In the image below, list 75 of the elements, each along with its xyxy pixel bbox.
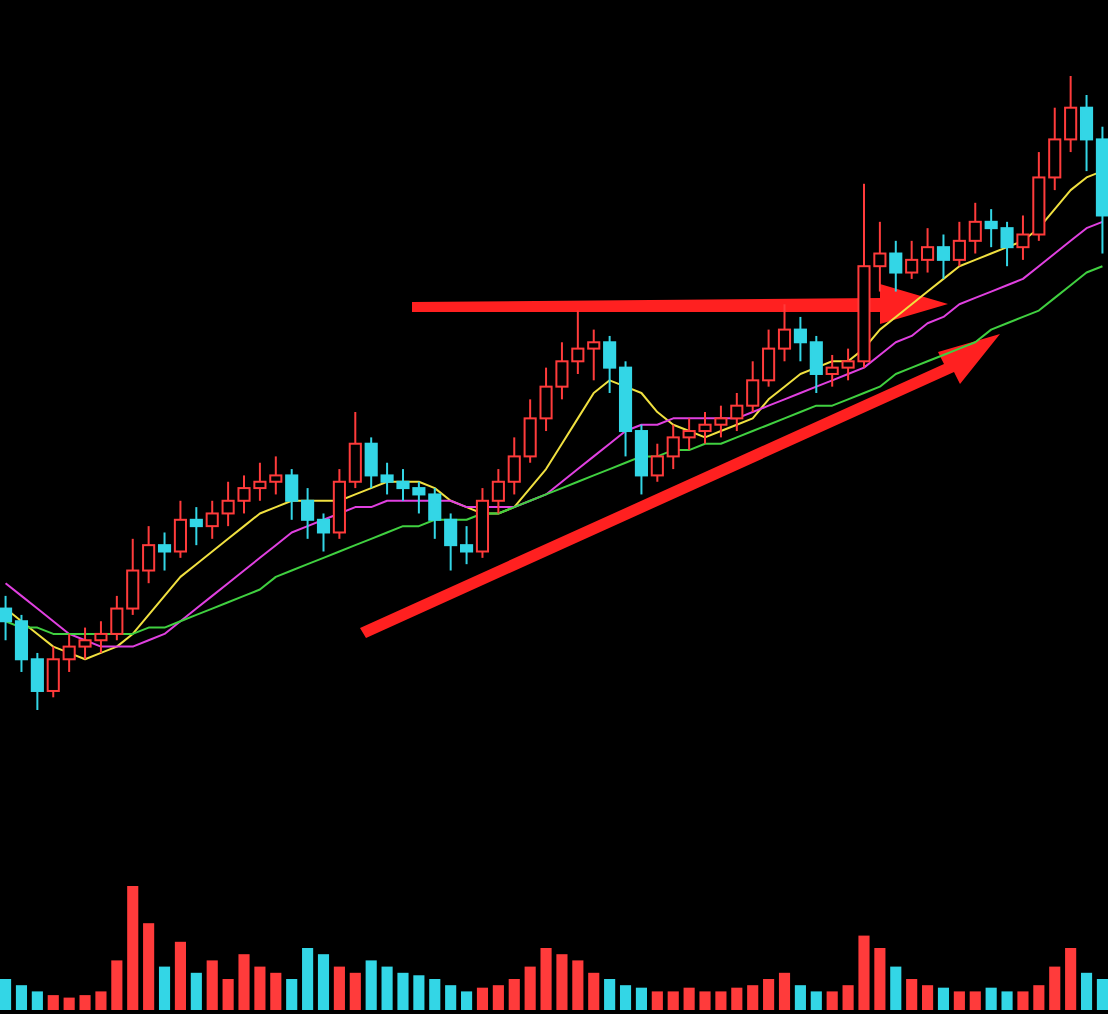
bar	[572, 960, 584, 1010]
bar	[747, 985, 759, 1010]
bar	[1049, 966, 1061, 1010]
bar	[47, 995, 59, 1010]
bar	[953, 991, 965, 1010]
bar	[1096, 979, 1108, 1010]
bar	[365, 960, 377, 1010]
bar	[63, 997, 75, 1010]
bar	[15, 985, 28, 1010]
bar	[333, 966, 345, 1010]
bar	[461, 991, 473, 1010]
bar	[651, 991, 663, 1010]
bar	[127, 886, 139, 1010]
bar	[842, 985, 854, 1010]
bar	[206, 960, 218, 1010]
bar	[985, 987, 997, 1010]
bar	[1017, 991, 1029, 1010]
candlestick	[157, 531, 172, 572]
bar	[763, 979, 775, 1010]
candlestick	[189, 506, 203, 547]
bar	[190, 972, 202, 1010]
bar	[540, 948, 552, 1010]
bar	[1033, 985, 1045, 1010]
bar	[476, 987, 489, 1010]
bar	[79, 995, 91, 1010]
bar	[874, 948, 886, 1010]
bar	[890, 966, 902, 1010]
candlestick	[173, 499, 187, 559]
bar	[1080, 972, 1093, 1010]
bar	[794, 985, 806, 1010]
bar	[1001, 991, 1013, 1010]
bar	[270, 972, 282, 1010]
bar	[826, 991, 838, 1010]
bar	[317, 954, 330, 1010]
bar	[810, 991, 822, 1010]
bar	[588, 972, 600, 1010]
bar	[699, 991, 711, 1010]
bar	[858, 935, 870, 1010]
bar	[508, 979, 520, 1010]
bar	[778, 972, 791, 1010]
candlestick	[889, 239, 903, 293]
bar	[222, 979, 234, 1010]
bar	[635, 987, 647, 1010]
bar	[286, 979, 298, 1010]
bar	[413, 975, 425, 1010]
bar	[906, 979, 918, 1010]
bar	[254, 966, 266, 1010]
bar	[143, 923, 155, 1010]
bar	[524, 966, 536, 1010]
bar	[158, 966, 171, 1010]
bar	[0, 979, 12, 1010]
bar	[31, 991, 43, 1010]
bar	[619, 985, 632, 1010]
bar	[397, 972, 409, 1010]
bar	[302, 948, 314, 1010]
bar	[95, 991, 107, 1010]
bar	[667, 991, 679, 1010]
bar	[111, 960, 123, 1010]
bar	[556, 954, 568, 1010]
bar	[349, 972, 361, 1010]
bar	[715, 991, 727, 1010]
bar	[429, 979, 441, 1010]
candlestick	[936, 233, 951, 280]
bar	[604, 979, 616, 1010]
bar	[922, 985, 934, 1010]
bar	[492, 985, 504, 1010]
bar	[445, 985, 457, 1010]
bar	[1065, 948, 1077, 1010]
bar	[381, 966, 393, 1010]
bar	[969, 991, 981, 1010]
bar	[937, 987, 950, 1010]
bar	[174, 941, 186, 1010]
bar	[731, 987, 743, 1010]
bar	[238, 954, 250, 1010]
bar	[683, 987, 695, 1010]
